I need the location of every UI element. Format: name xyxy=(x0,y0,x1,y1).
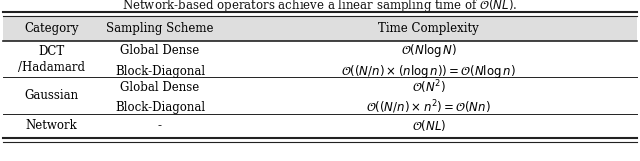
Text: Global Dense: Global Dense xyxy=(120,80,200,94)
FancyBboxPatch shape xyxy=(3,16,637,41)
Text: Network-based operators achieve a linear sampling time of $\mathcal{O}(NL)$.: Network-based operators achieve a linear… xyxy=(122,0,518,14)
Text: $\mathcal{O}(N \log N)$: $\mathcal{O}(N \log N)$ xyxy=(401,42,457,59)
Text: $\mathcal{O}((N/n) \times n^2) = \mathcal{O}(Nn)$: $\mathcal{O}((N/n) \times n^2) = \mathca… xyxy=(367,99,491,116)
Text: Category: Category xyxy=(24,22,79,35)
Text: $\mathcal{O}(N^2)$: $\mathcal{O}(N^2)$ xyxy=(412,78,446,96)
Text: DCT
/Hadamard: DCT /Hadamard xyxy=(18,45,84,74)
Text: Global Dense: Global Dense xyxy=(120,44,200,57)
Text: Gaussian: Gaussian xyxy=(24,89,78,102)
Text: Block-Diagonal: Block-Diagonal xyxy=(115,101,205,114)
Text: $\mathcal{O}((N/n) \times (n \log n)) = \mathcal{O}(N \log n)$: $\mathcal{O}((N/n) \times (n \log n)) = … xyxy=(341,63,516,80)
Text: -: - xyxy=(158,119,162,132)
Text: Network: Network xyxy=(26,119,77,132)
Text: Sampling Scheme: Sampling Scheme xyxy=(106,22,214,35)
Text: Time Complexity: Time Complexity xyxy=(378,22,479,35)
Text: $\mathcal{O}(NL)$: $\mathcal{O}(NL)$ xyxy=(412,118,446,133)
Text: Block-Diagonal: Block-Diagonal xyxy=(115,65,205,78)
